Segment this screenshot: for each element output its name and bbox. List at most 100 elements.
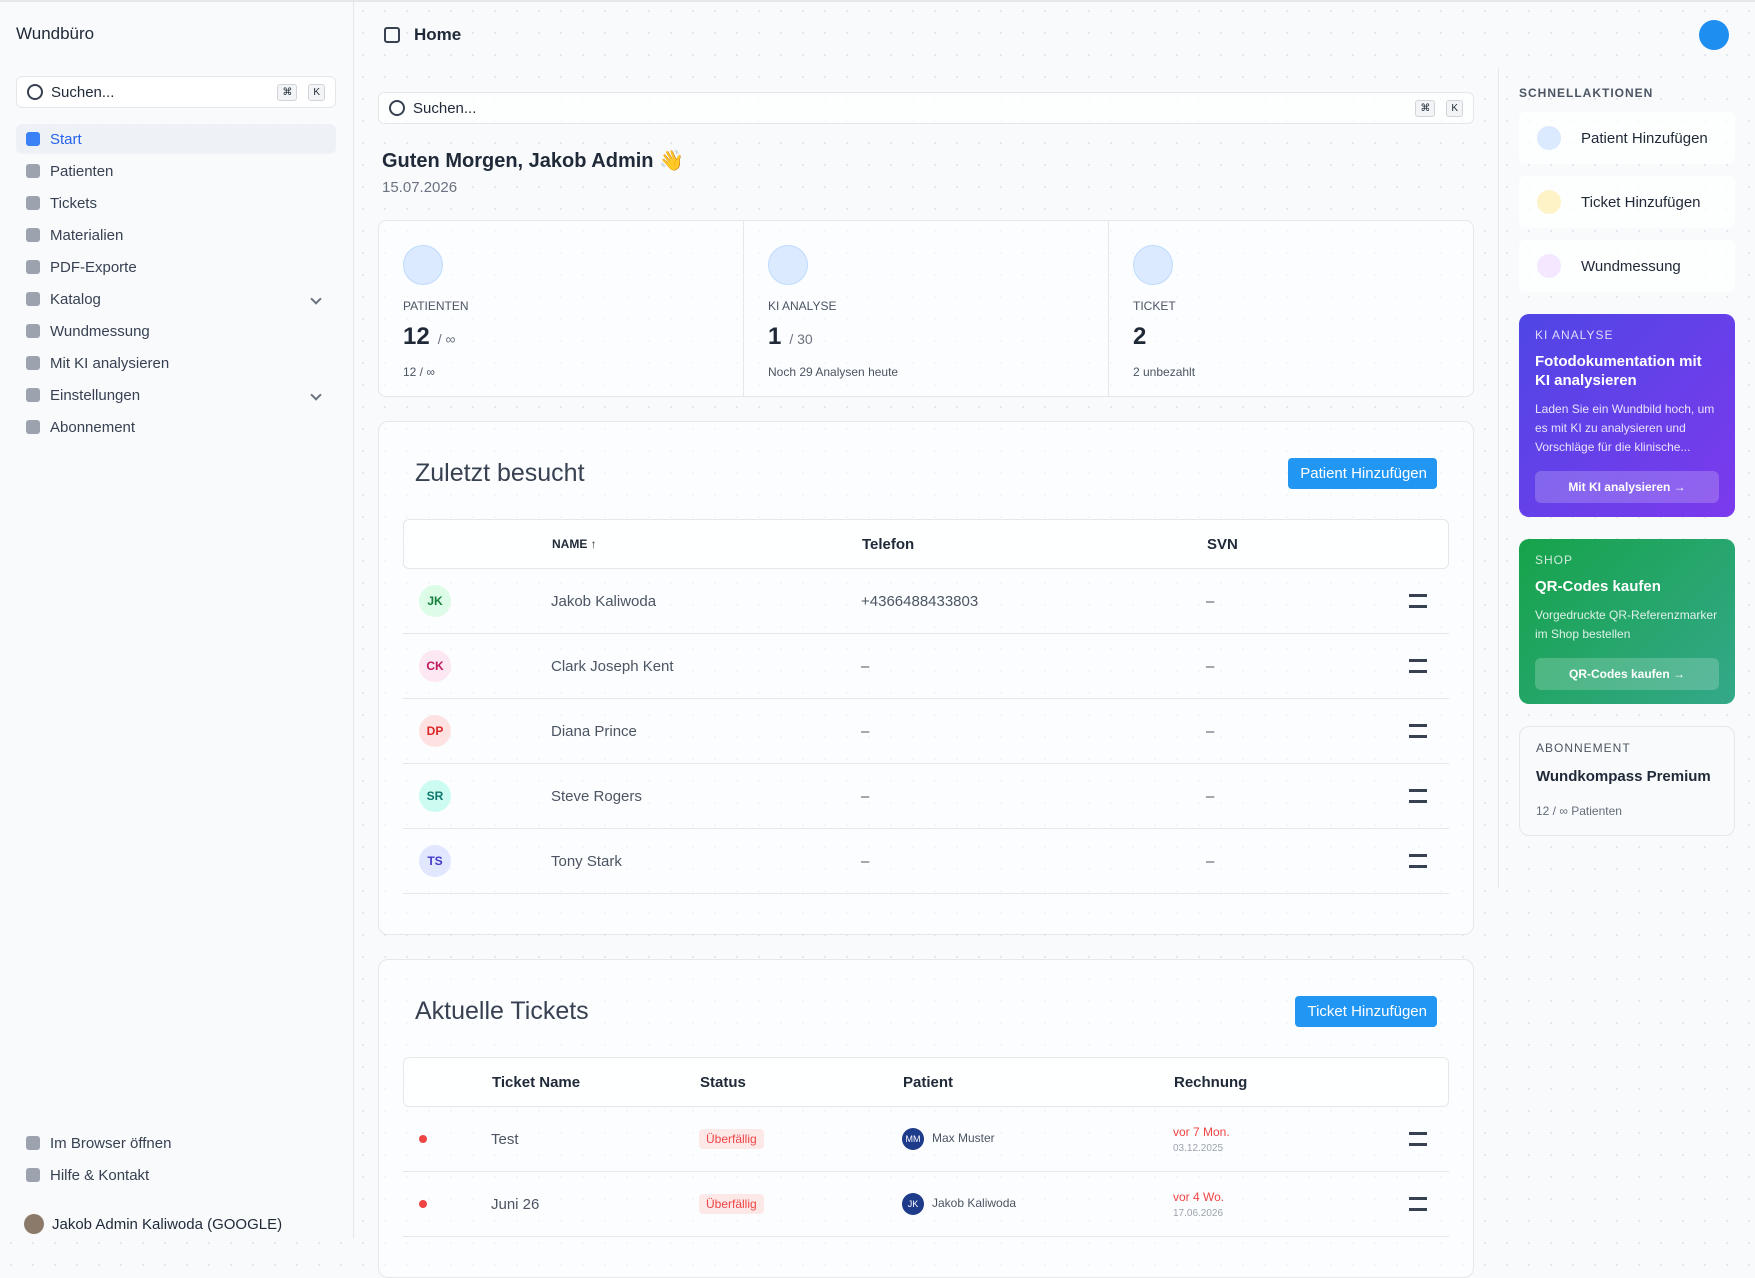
card-tag: ABONNEMENT	[1536, 741, 1631, 755]
quick-title: SCHNELLAKTIONEN	[1519, 86, 1654, 100]
table-row[interactable]: SR Steve Rogers – –	[403, 764, 1449, 829]
stat-icon	[403, 245, 443, 285]
svn: –	[1206, 657, 1215, 675]
footer-label: Im Browser öffnen	[50, 1134, 172, 1152]
column-header: Telefon	[862, 535, 915, 553]
nav-item[interactable]: Katalog	[16, 284, 336, 314]
row-menu[interactable]	[1409, 789, 1427, 803]
nav-item[interactable]: Patienten	[16, 156, 336, 186]
stat-icon	[768, 245, 808, 285]
table: NAME ↑ Telefon SVN JK Jakob Kaliwoda +4366488…	[403, 519, 1449, 894]
cell	[1409, 854, 1449, 868]
search-box[interactable]: Suchen... ⌘ K	[16, 76, 336, 108]
cell	[1409, 659, 1449, 673]
main: Suchen... ⌘ K Guten Morgen, Jakob Admin 👋 15…	[378, 92, 1474, 1278]
nav-item[interactable]: Abonnement	[16, 412, 336, 442]
sub-card[interactable]: ABONNEMENT Wundkompass Premium 12 / ∞ Pati…	[1519, 726, 1735, 836]
table-row[interactable]: CK Clark Joseph Kent – –	[403, 634, 1449, 699]
nav-item[interactable]: Materialien	[16, 220, 336, 250]
column-header: SVN	[1207, 535, 1238, 553]
row-menu[interactable]	[1409, 854, 1427, 868]
card-button[interactable]: Mit KI analysieren →	[1535, 471, 1719, 503]
stat-card: KI ANALYSE 1 / 30 Noch 29 Analysen heute	[744, 221, 1109, 396]
nav-item[interactable]: Tickets	[16, 188, 336, 218]
nav-item[interactable]: Mit KI analysieren	[16, 348, 336, 378]
add-ticket-button[interactable]: Ticket Hinzufügen	[1295, 996, 1437, 1027]
cell	[403, 1135, 491, 1143]
add-patient-button[interactable]: Patient Hinzufügen	[1288, 458, 1437, 489]
stat-note: Noch 29 Analysen heute	[768, 365, 899, 379]
patient-avatar: MM	[902, 1128, 924, 1150]
footer-icon	[26, 1168, 40, 1182]
phone: –	[861, 852, 870, 870]
column-header: Patient	[903, 1073, 954, 1091]
due: vor 4 Wo.	[1173, 1189, 1225, 1204]
nav-label: Abonnement	[50, 418, 136, 436]
panel-toggle[interactable]	[384, 27, 400, 43]
table-row[interactable]: DP Diana Prince – –	[403, 699, 1449, 764]
card-title: Zuletzt besucht	[415, 459, 585, 487]
patient-name: Diana Prince	[551, 722, 637, 740]
column-header: Status	[700, 1073, 746, 1091]
table-row[interactable]: TS Tony Stark – –	[403, 829, 1449, 894]
table-row[interactable]: Test Überfällig MM Max Muster vor 7 Mon. 03.1…	[403, 1107, 1449, 1172]
nav-label: Einstellungen	[50, 386, 141, 404]
svn: –	[1206, 592, 1215, 610]
footer-link[interactable]: Im Browser öffnen	[16, 1128, 336, 1158]
action-icon	[1537, 190, 1561, 214]
row-menu[interactable]	[1409, 724, 1427, 738]
cell	[1409, 1197, 1449, 1211]
action-icon	[1537, 126, 1561, 150]
footer-label: Hilfe & Kontakt	[50, 1166, 150, 1184]
stat-limit: / ∞	[437, 331, 456, 347]
avatar	[24, 1214, 44, 1234]
quick-action[interactable]: Ticket Hinzufügen	[1519, 176, 1735, 228]
nav-item[interactable]: Wundmessung	[16, 316, 336, 346]
nav-item[interactable]: PDF-Exporte	[16, 252, 336, 282]
nav-icon	[26, 356, 40, 370]
nav-icon	[26, 292, 40, 306]
row-menu[interactable]	[1409, 659, 1427, 673]
initials: TS	[419, 845, 451, 877]
brand: Wundbüro	[16, 24, 95, 43]
svn: –	[1206, 722, 1215, 740]
shortcut-key: ⌘	[277, 83, 298, 101]
greeting: Guten Morgen, Jakob Admin 👋	[382, 150, 684, 172]
nav-icon	[26, 420, 40, 434]
patient-avatar: JK	[902, 1193, 924, 1215]
stat-card: PATIENTEN 12/ ∞ 12 / ∞	[379, 221, 744, 396]
stat-card: TICKET 2 2 unbezahlt	[1109, 221, 1473, 396]
add-button[interactable]	[1699, 20, 1729, 50]
quick-action[interactable]: Wundmessung	[1519, 240, 1735, 292]
sidebar-footer: Im Browser öffnen Hilfe & Kontakt	[16, 1128, 336, 1192]
invoice-date: 17.06.2026	[1173, 1207, 1224, 1219]
column-header: Rechnung	[1174, 1073, 1248, 1091]
table: Ticket Name Status Patient Rechnung Test Über…	[403, 1057, 1449, 1237]
row-menu[interactable]	[1409, 1132, 1427, 1146]
cell: MM Max Muster	[902, 1128, 1173, 1150]
cell: SR	[403, 780, 551, 812]
table-row[interactable]: Juni 26 Überfällig JK Jakob Kaliwoda vor 4 W…	[403, 1172, 1449, 1237]
nav-item[interactable]: Einstellungen	[16, 380, 336, 410]
card-tag: KI ANALYSE	[1535, 328, 1614, 342]
footer-link[interactable]: Hilfe & Kontakt	[16, 1160, 336, 1190]
stat-note: 2 unbezahlt	[1133, 365, 1196, 379]
row-menu[interactable]	[1409, 1197, 1427, 1211]
row-menu[interactable]	[1409, 594, 1427, 608]
nav-icon	[26, 228, 40, 242]
card-button[interactable]: QR-Codes kaufen →	[1535, 658, 1719, 690]
user-menu[interactable]: Jakob Admin Kaliwoda (GOOGLE)	[24, 1214, 282, 1234]
svn: –	[1206, 787, 1215, 805]
cell: Überfällig	[699, 1194, 902, 1214]
search-box[interactable]: Suchen... ⌘ K	[378, 92, 1474, 124]
invoice-date: 03.12.2025	[1173, 1142, 1224, 1154]
shortcut-key: K	[1446, 99, 1463, 117]
nav-icon	[26, 388, 40, 402]
chevron	[310, 293, 322, 305]
nav-label: Katalog	[50, 290, 101, 308]
table-row[interactable]: JK Jakob Kaliwoda +4366488433803 –	[403, 569, 1449, 634]
quick-action[interactable]: Patient Hinzufügen	[1519, 112, 1735, 164]
nav-item[interactable]: Start	[16, 124, 336, 154]
stat-value: 2	[1133, 323, 1449, 351]
